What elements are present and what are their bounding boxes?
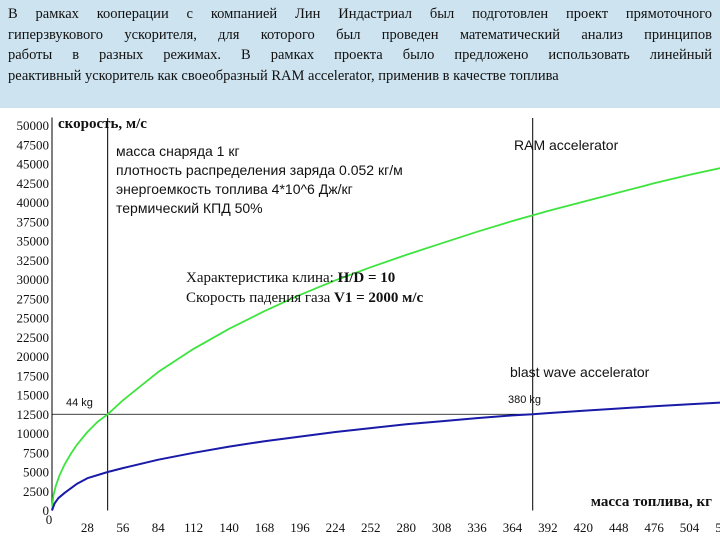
- description-header: В рамках кооперации с компанией Лин Инда…: [0, 0, 720, 108]
- header-line-2: гиперзвукового ускорителя, для которого …: [8, 26, 712, 43]
- y-tick-label: 50000: [17, 118, 50, 133]
- y-tick-label: 0: [43, 503, 50, 518]
- wedge-characteristic: Характеристика клина: H/D = 10: [186, 270, 395, 286]
- param-density: плотность распределения заряда 0.052 кг/…: [116, 162, 403, 178]
- x-tick-label: 336: [467, 520, 487, 535]
- x-tick-label: 28: [81, 520, 94, 535]
- gas-velocity: Скорость падения газа V1 = 2000 м/с: [186, 290, 424, 306]
- y-tick-label: 47500: [17, 137, 50, 152]
- y-tick-label: 5000: [23, 465, 49, 480]
- x-tick-label: 84: [152, 520, 166, 535]
- y-tick-label: 40000: [17, 195, 50, 210]
- x-tick-label: 420: [574, 520, 594, 535]
- x-tick-label: 448: [609, 520, 629, 535]
- y-tick-label: 15000: [17, 388, 50, 403]
- y-tick-label: 27500: [17, 291, 50, 306]
- marker-label-380kg: 380 kg: [508, 394, 541, 406]
- x-tick-label: 532: [715, 520, 720, 535]
- y-tick-label: 12500: [17, 407, 50, 422]
- param-mass: масса снаряда 1 кг: [116, 143, 240, 159]
- y-tick-label: 20000: [17, 349, 50, 364]
- y-tick-label: 37500: [17, 214, 50, 229]
- x-tick-label: 364: [503, 520, 523, 535]
- y-tick-label: 42500: [17, 176, 50, 191]
- header-line-4: реактивный ускоритель как своеобразный R…: [8, 67, 559, 84]
- x-tick-label: 140: [219, 520, 239, 535]
- x-tick-label: 308: [432, 520, 452, 535]
- x-tick-label: 168: [255, 520, 275, 535]
- x-tick-label: 56: [116, 520, 130, 535]
- param-energy: энергоемкость топлива 4*10^6 Дж/кг: [116, 181, 353, 197]
- y-tick-label: 45000: [17, 157, 50, 172]
- ram-accelerator-line: [51, 167, 720, 511]
- y-tick-label: 32500: [17, 253, 50, 268]
- ram-series-label: RAM accelerator: [514, 137, 619, 153]
- x-tick-label: 0: [46, 512, 53, 527]
- y-tick-label: 17500: [17, 368, 50, 383]
- y-tick-label: 25000: [17, 311, 50, 326]
- x-tick-label: 252: [361, 520, 381, 535]
- x-axis-title: масса топлива, кг: [591, 494, 712, 510]
- x-tick-label: 224: [326, 520, 346, 535]
- y-tick-label: 35000: [17, 234, 50, 249]
- blast-series-label: blast wave accelerator: [510, 364, 650, 380]
- y-tick-label: 2500: [23, 484, 49, 499]
- y-tick-label: 30000: [17, 272, 50, 287]
- y-tick-label: 22500: [17, 330, 50, 345]
- param-efficiency: термический КПД 50%: [116, 200, 263, 216]
- blast-wave-line: [51, 401, 720, 511]
- y-tick-label: 10000: [17, 426, 50, 441]
- y-tick-label: 7500: [23, 445, 49, 460]
- x-tick-label: 196: [290, 520, 310, 535]
- x-tick-label: 280: [396, 520, 416, 535]
- x-tick-label: 476: [644, 520, 664, 535]
- x-tick-label: 504: [680, 520, 700, 535]
- header-line-3: работы в разных режимах. В рамках проект…: [8, 47, 712, 63]
- x-tick-label: 112: [184, 520, 203, 535]
- header-line-1: В рамках кооперации с компанией Лин Инда…: [8, 6, 712, 22]
- y-axis-title: скорость, м/с: [58, 116, 147, 132]
- marker-label-44kg: 44 kg: [66, 397, 93, 409]
- x-tick-label: 392: [538, 520, 558, 535]
